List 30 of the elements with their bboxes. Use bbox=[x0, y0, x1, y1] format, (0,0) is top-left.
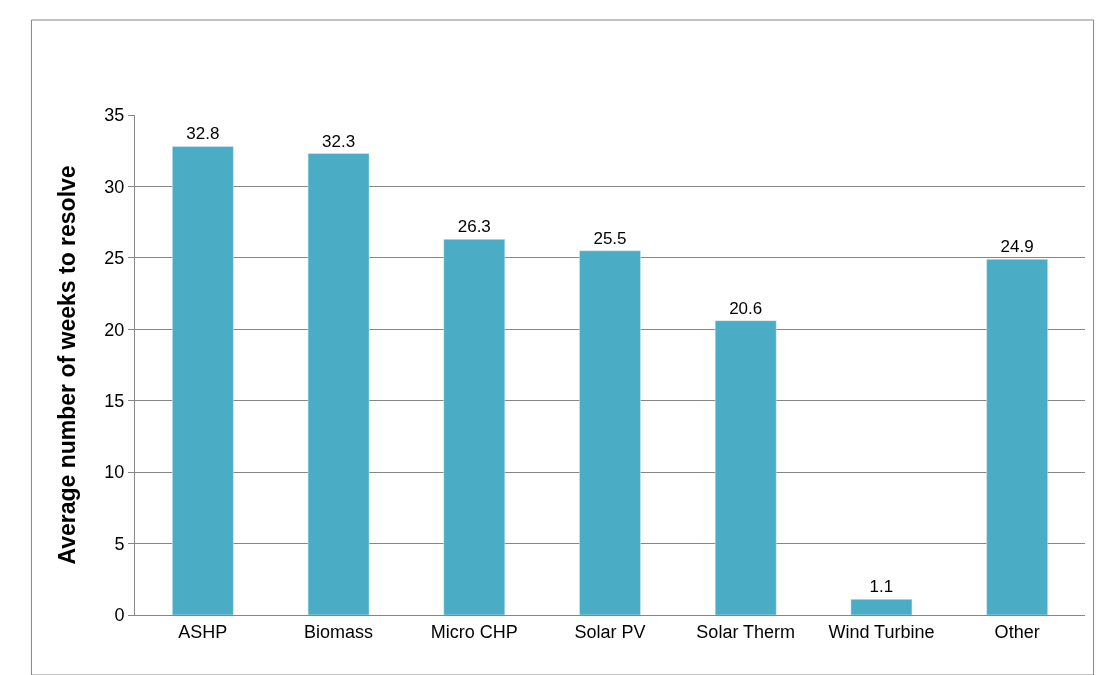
y-tick-label: 15 bbox=[104, 391, 125, 412]
bar bbox=[307, 153, 370, 615]
bar bbox=[579, 250, 641, 615]
data-label: 32.8 bbox=[186, 124, 220, 144]
y-axis-title: Average number of weeks to resolve bbox=[53, 165, 80, 565]
data-label: 24.9 bbox=[1000, 237, 1034, 257]
x-tick-label: ASHP bbox=[178, 621, 228, 642]
x-tick-label: Solar PV bbox=[574, 621, 646, 642]
bar bbox=[172, 146, 234, 615]
data-label: 32.3 bbox=[322, 131, 356, 151]
y-tick-label: 10 bbox=[104, 462, 125, 483]
bar bbox=[986, 259, 1048, 615]
data-label: 25.5 bbox=[593, 228, 627, 248]
data-label: 1.1 bbox=[869, 577, 894, 597]
y-tick-label: 5 bbox=[114, 533, 125, 554]
x-tick-label: Solar Therm bbox=[696, 621, 796, 642]
x-tick-label: Biomass bbox=[304, 621, 374, 642]
y-tick-label: 35 bbox=[104, 105, 125, 126]
y-tick-label: 30 bbox=[104, 176, 125, 197]
x-tick-label: Micro CHP bbox=[430, 621, 518, 642]
y-tick-label: 20 bbox=[104, 319, 125, 340]
data-label: 20.6 bbox=[729, 298, 763, 318]
bar bbox=[850, 599, 913, 615]
x-tick-label: Other bbox=[994, 621, 1040, 642]
bar bbox=[714, 320, 777, 615]
x-tick-label: Wind Turbine bbox=[828, 621, 935, 642]
bar bbox=[443, 239, 506, 615]
y-tick-label: 25 bbox=[104, 248, 125, 269]
data-label: 26.3 bbox=[457, 217, 491, 237]
y-tick-label: 0 bbox=[114, 605, 125, 626]
